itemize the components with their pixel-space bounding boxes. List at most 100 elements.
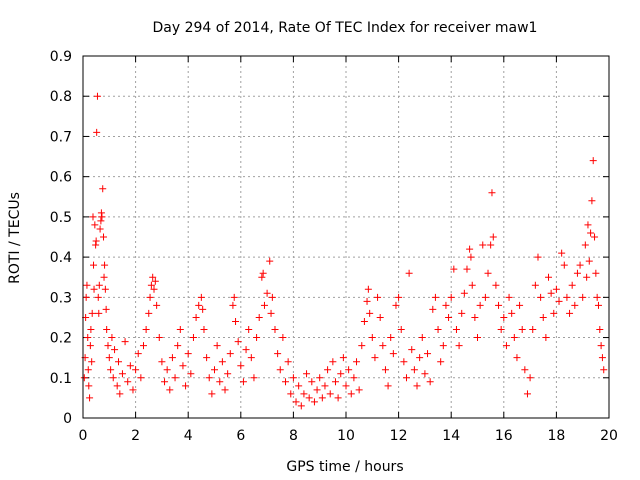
data-point <box>266 257 274 265</box>
x-tick-label: 8 <box>289 428 298 444</box>
data-point <box>552 285 560 293</box>
data-point <box>571 301 579 309</box>
data-point <box>381 366 389 374</box>
x-tick-label: 0 <box>79 428 88 444</box>
data-point <box>221 386 229 394</box>
data-point <box>213 342 221 350</box>
data-point <box>94 293 102 301</box>
data-point <box>353 358 361 366</box>
data-point <box>242 346 250 354</box>
x-tick-label: 18 <box>547 428 565 444</box>
data-point <box>342 382 350 390</box>
data-point <box>303 370 311 378</box>
data-point <box>413 382 421 390</box>
data-point <box>339 354 347 362</box>
data-point <box>489 233 497 241</box>
x-tick-label: 4 <box>184 428 193 444</box>
data-point <box>116 390 124 398</box>
data-point <box>184 350 192 358</box>
data-point <box>260 301 268 309</box>
data-point <box>518 326 526 334</box>
data-point <box>474 334 481 342</box>
data-point <box>234 338 242 346</box>
data-point <box>476 301 484 309</box>
data-point <box>521 366 529 374</box>
data-point <box>149 273 157 281</box>
data-point <box>150 285 158 293</box>
data-point <box>316 374 324 382</box>
data-point <box>587 229 595 237</box>
data-point <box>168 354 176 362</box>
data-point <box>84 366 92 374</box>
data-point <box>197 293 205 301</box>
data-point <box>508 309 516 317</box>
x-tick-label: 12 <box>390 428 408 444</box>
data-point <box>93 92 101 100</box>
data-point <box>247 354 255 362</box>
data-point <box>364 285 372 293</box>
data-point <box>466 245 474 253</box>
data-point <box>245 326 253 334</box>
data-point <box>82 293 90 301</box>
data-point <box>96 225 104 233</box>
data-point <box>92 237 100 245</box>
data-point <box>171 374 179 382</box>
y-tick-label: 0.3 <box>50 290 72 306</box>
data-point <box>442 301 450 309</box>
data-point <box>295 382 303 390</box>
data-point <box>176 326 184 334</box>
data-point <box>589 157 597 165</box>
data-point <box>111 346 119 354</box>
data-point <box>208 390 216 398</box>
data-point <box>421 370 429 378</box>
data-point <box>452 326 460 334</box>
data-point <box>253 334 261 342</box>
data-point <box>90 261 98 269</box>
data-point <box>271 326 279 334</box>
data-point <box>124 378 132 386</box>
data-point <box>358 342 366 350</box>
data-point <box>95 309 103 317</box>
data-point <box>387 334 395 342</box>
data-point <box>463 265 471 273</box>
data-point <box>318 394 326 402</box>
data-point <box>321 382 329 390</box>
data-point <box>502 342 510 350</box>
data-point <box>592 269 600 277</box>
data-point <box>224 370 232 378</box>
data-point <box>239 378 247 386</box>
data-point <box>597 342 605 350</box>
y-tick-label: 0.5 <box>50 210 72 226</box>
data-point <box>200 326 208 334</box>
data-point <box>226 350 234 358</box>
data-point <box>523 390 531 398</box>
data-point <box>531 281 539 289</box>
data-point <box>594 301 602 309</box>
data-point <box>585 257 593 265</box>
data-point <box>326 390 334 398</box>
data-point <box>505 293 513 301</box>
data-point <box>350 374 358 382</box>
data-point <box>142 326 150 334</box>
data-point <box>268 293 276 301</box>
data-point <box>539 313 547 321</box>
data-point <box>250 374 258 382</box>
data-point <box>310 398 318 406</box>
data-point <box>500 313 508 321</box>
data-point <box>83 281 91 289</box>
data-point <box>484 269 492 277</box>
data-point <box>395 293 403 301</box>
data-point <box>89 213 97 221</box>
data-point <box>593 293 601 301</box>
data-point <box>189 334 197 342</box>
data-point <box>107 366 115 374</box>
data-point <box>104 342 112 350</box>
data-point <box>450 265 458 273</box>
data-point <box>132 366 140 374</box>
data-point <box>458 309 466 317</box>
data-point <box>331 378 339 386</box>
data-point <box>151 277 159 285</box>
data-point <box>100 233 108 241</box>
data-point <box>324 366 332 374</box>
data-point <box>591 233 599 241</box>
